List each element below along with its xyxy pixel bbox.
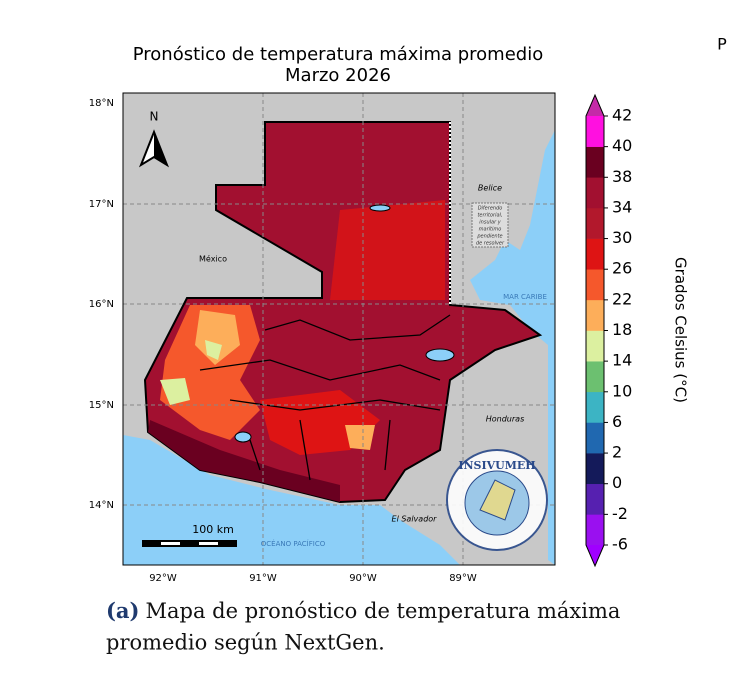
place-label: El Salvador: [392, 515, 438, 524]
pacific: [123, 435, 460, 565]
scale-bar: [142, 540, 237, 547]
lat-tick-label: 17°N: [89, 199, 114, 210]
peten-warm: [330, 200, 445, 300]
caption: (a) Mapa de pronóstico de temperatura máx…: [106, 598, 620, 623]
scale-bar: [161, 542, 180, 545]
colorbar-label: Grados Celsius (°C): [672, 257, 690, 403]
dispute-label: marítimo: [479, 226, 502, 233]
colorbar-bin: [586, 483, 604, 515]
lake: [234, 431, 252, 443]
dispute-label: insular y: [479, 220, 501, 226]
colorbar-bin: [586, 207, 604, 239]
lake: [369, 204, 391, 212]
lat-tick-label: 14°N: [89, 500, 114, 511]
coast-hot: [148, 420, 340, 502]
central-cool: [345, 425, 375, 450]
place-label: Honduras: [486, 415, 525, 424]
lon-tick-label: 89°W: [449, 573, 477, 584]
colorbar-bin: [586, 391, 604, 423]
caption-line: Mapa de pronóstico de temperatura máxima: [145, 599, 620, 623]
colorbar-tick-label: 14: [612, 351, 632, 370]
colorbar-bin: [586, 514, 604, 546]
caption-line: promedio según NextGen.: [106, 631, 385, 655]
place-label: OCÉANO PACÍFICO: [261, 539, 326, 548]
colorbar-bin: [586, 177, 604, 209]
colorbar-tick-label: 30: [612, 228, 632, 247]
highland-cool: [195, 310, 240, 365]
dispute-label: territorial,: [477, 213, 502, 219]
lake: [425, 348, 455, 362]
colorbar-tick-label: 42: [612, 106, 632, 125]
lat-tick-label: 18°N: [89, 98, 114, 109]
place-label: MAR CARIBE: [503, 293, 547, 301]
logo: [479, 479, 516, 521]
colorbar-tick-label: 2: [612, 443, 622, 462]
colorbar-tick-label: 34: [612, 197, 632, 216]
subtitle: Marzo 2026: [285, 65, 391, 86]
lat-tick-label: 15°N: [89, 400, 114, 411]
title: Pronóstico de temperatura máxima promedi…: [133, 44, 543, 65]
colorbar-tick-label: 18: [612, 320, 632, 339]
caption-tag: (a): [106, 598, 139, 623]
colorbar-tick-label: -6: [612, 535, 628, 554]
colorbar-tick-label: 38: [612, 167, 632, 186]
place-label: México: [199, 254, 227, 264]
colorbar-bin: [586, 330, 604, 362]
dispute-label: de resolver: [476, 241, 505, 247]
colorbar-bin: [586, 116, 604, 147]
colorbar-tick-label: 26: [612, 259, 632, 278]
colorbar-tick-label: 6: [612, 412, 622, 431]
highland-coolest: [205, 340, 222, 360]
lat-tick-label: 16°N: [89, 299, 114, 310]
scale-bar: [199, 542, 218, 545]
colorbar-bin: [586, 146, 604, 178]
map: [122, 92, 556, 566]
colorbar-bin: [586, 299, 604, 331]
lon-tick-label: 92°W: [149, 573, 177, 584]
colorbar-bin: [586, 453, 604, 485]
colorbar-over: [586, 95, 604, 116]
scale-label: 100 km: [192, 523, 234, 536]
lon-tick-label: 90°W: [349, 573, 377, 584]
map-frame: [122, 92, 556, 566]
colorbar-bin: [586, 422, 604, 454]
caribbean: [470, 130, 555, 565]
colorbar-under: [586, 545, 604, 566]
dispute-label: Diferendo: [478, 206, 503, 212]
colorbar-bin: [586, 269, 604, 301]
colorbar-tick-label: 40: [612, 136, 632, 155]
colorbar-bin: [586, 361, 604, 393]
colorbar-tick-label: -2: [612, 504, 628, 523]
colorbar-tick-label: 10: [612, 381, 632, 400]
colorbar-tick-label: 0: [612, 473, 622, 492]
north-label: N: [150, 110, 159, 124]
dispute-box: [471, 202, 509, 248]
north-arrow: [154, 132, 167, 165]
highland-coolest: [160, 378, 190, 405]
place-label: Belice: [478, 184, 502, 193]
lon-tick-label: 91°W: [249, 573, 277, 584]
logo-label: INSIVUMEH: [458, 459, 535, 472]
colorbar-tick-label: 22: [612, 289, 632, 308]
colorbar-bin: [586, 238, 604, 270]
corner-text: P: [717, 35, 727, 54]
dispute-label: pendiente: [476, 234, 502, 240]
